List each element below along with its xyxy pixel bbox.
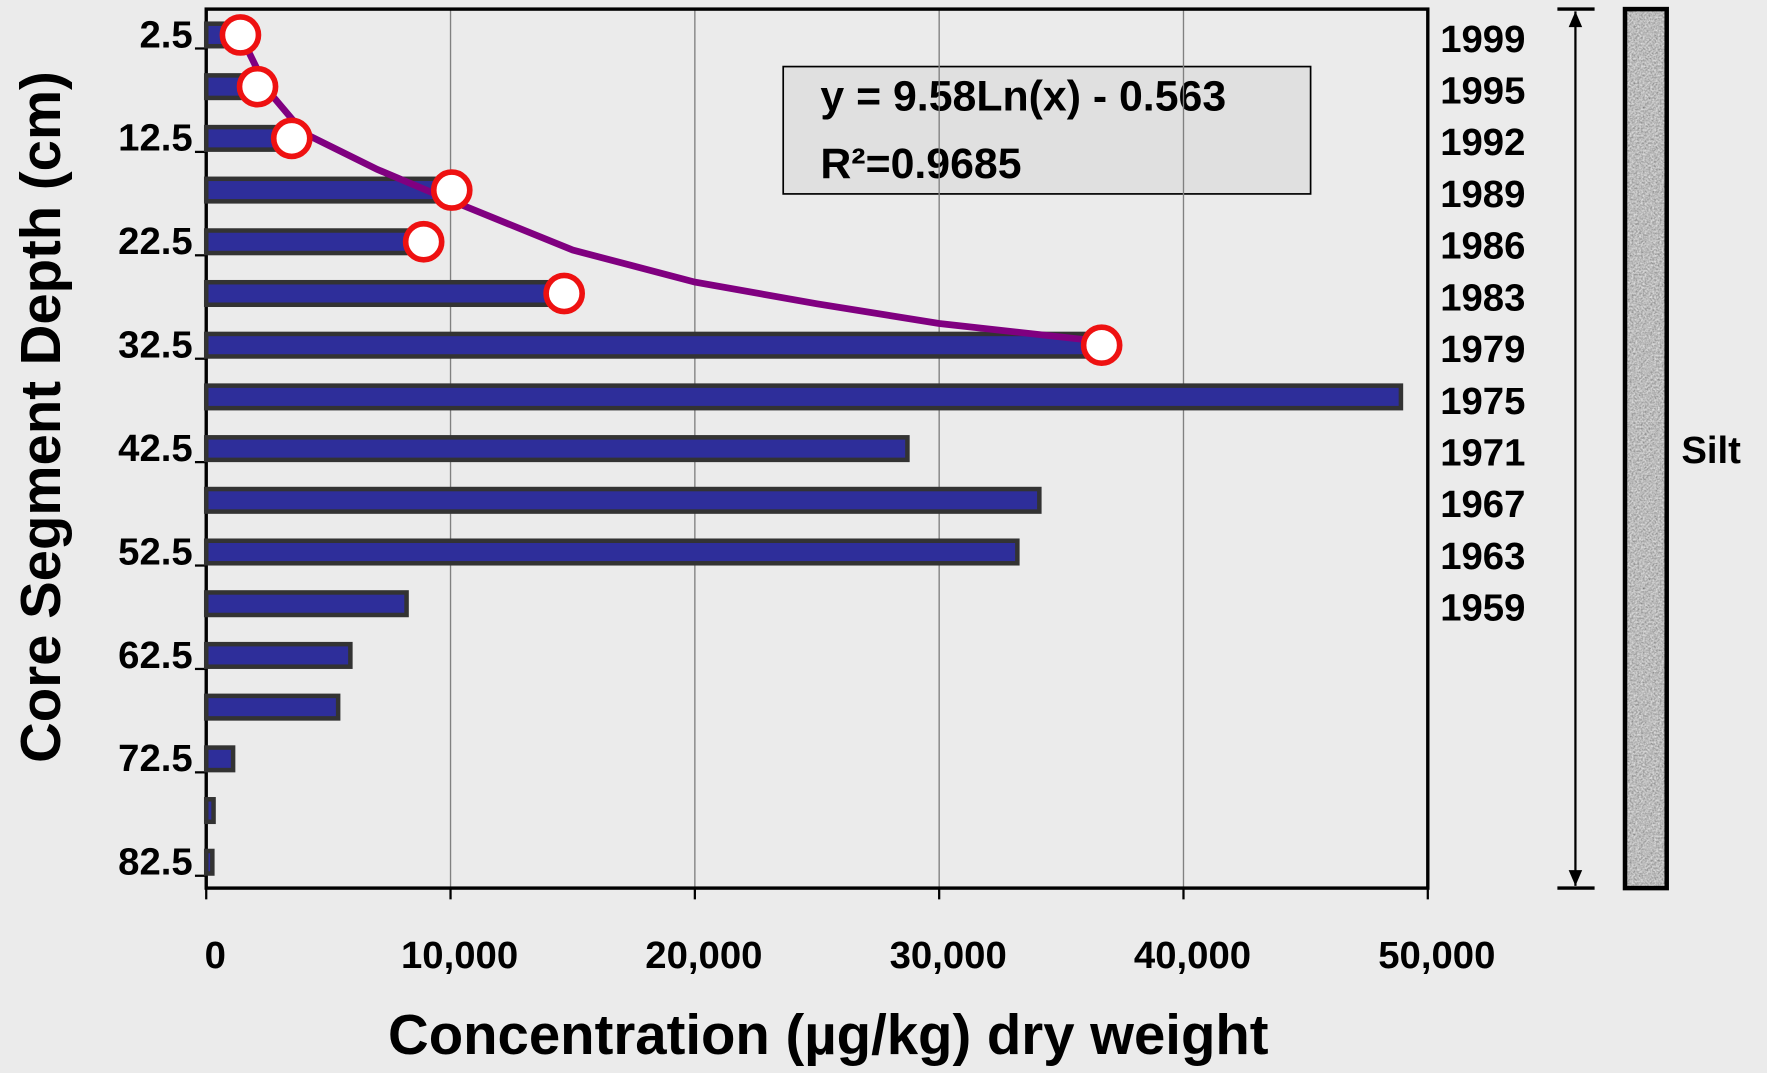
year-label: 1959	[1440, 587, 1525, 630]
year-label: 1992	[1440, 121, 1525, 164]
arrow-head	[1568, 11, 1583, 28]
bar	[203, 124, 282, 152]
bar	[203, 538, 1020, 566]
y-axis-title: Core Segment Depth (cm)	[9, 71, 72, 763]
y-tick-label: 32.5	[118, 324, 193, 367]
bar	[203, 745, 236, 773]
y-tick-label: 82.5	[118, 841, 193, 884]
sediment-border	[1622, 6, 1669, 891]
bar	[203, 331, 1101, 359]
x-tick-label: 40,000	[1134, 934, 1251, 977]
r-squared: R²=0.9685	[820, 140, 1021, 188]
data-point	[236, 65, 279, 108]
bar	[203, 486, 1042, 514]
year-label: 1963	[1440, 535, 1525, 578]
bar	[203, 641, 353, 669]
y-tick-label: 72.5	[118, 737, 193, 780]
x-tick-label: 20,000	[645, 934, 762, 977]
year-label: 1979	[1440, 328, 1525, 371]
data-point	[543, 272, 585, 315]
y-tick-label: 2.5	[139, 13, 192, 56]
data-point	[1080, 324, 1123, 367]
y-tick-label: 22.5	[118, 220, 193, 263]
year-label: 1995	[1440, 70, 1525, 113]
year-label: 1989	[1440, 173, 1525, 216]
y-tick-label: 62.5	[118, 634, 193, 677]
data-point	[219, 14, 262, 56]
y-tick-label: 12.5	[118, 117, 193, 160]
year-label: 1983	[1440, 276, 1525, 319]
equation-box	[782, 65, 1312, 195]
x-axis-title: Concentration (µg/kg) dry weight	[388, 1003, 1269, 1066]
arrow-head	[1568, 870, 1583, 886]
bar	[203, 797, 216, 825]
data-point	[402, 220, 445, 263]
x-tick-label: 50,000	[1378, 934, 1495, 977]
year-label: 1999	[1440, 18, 1525, 61]
y-tick-label: 42.5	[118, 427, 193, 470]
bar	[203, 383, 1404, 411]
bar	[203, 435, 910, 463]
year-label: 1975	[1440, 380, 1525, 423]
x-tick-label: 10,000	[401, 934, 518, 977]
equation: y = 9.58Ln(x) - 0.563	[820, 73, 1226, 121]
y-tick-label: 52.5	[118, 530, 193, 573]
data-point	[430, 169, 473, 211]
bar	[203, 228, 419, 256]
x-tick-label: 0	[205, 934, 226, 977]
bar	[203, 848, 215, 876]
bar	[203, 590, 409, 618]
bar	[203, 693, 341, 721]
sediment-label: Silt	[1681, 429, 1741, 472]
year-label: 1986	[1440, 225, 1525, 268]
data-point	[270, 117, 313, 160]
x-tick-label: 30,000	[890, 934, 1007, 977]
trendline	[237, 33, 1099, 345]
year-label: 1967	[1440, 483, 1525, 526]
sediment-column	[1625, 9, 1667, 889]
bar	[203, 279, 556, 308]
year-label: 1971	[1440, 431, 1525, 474]
